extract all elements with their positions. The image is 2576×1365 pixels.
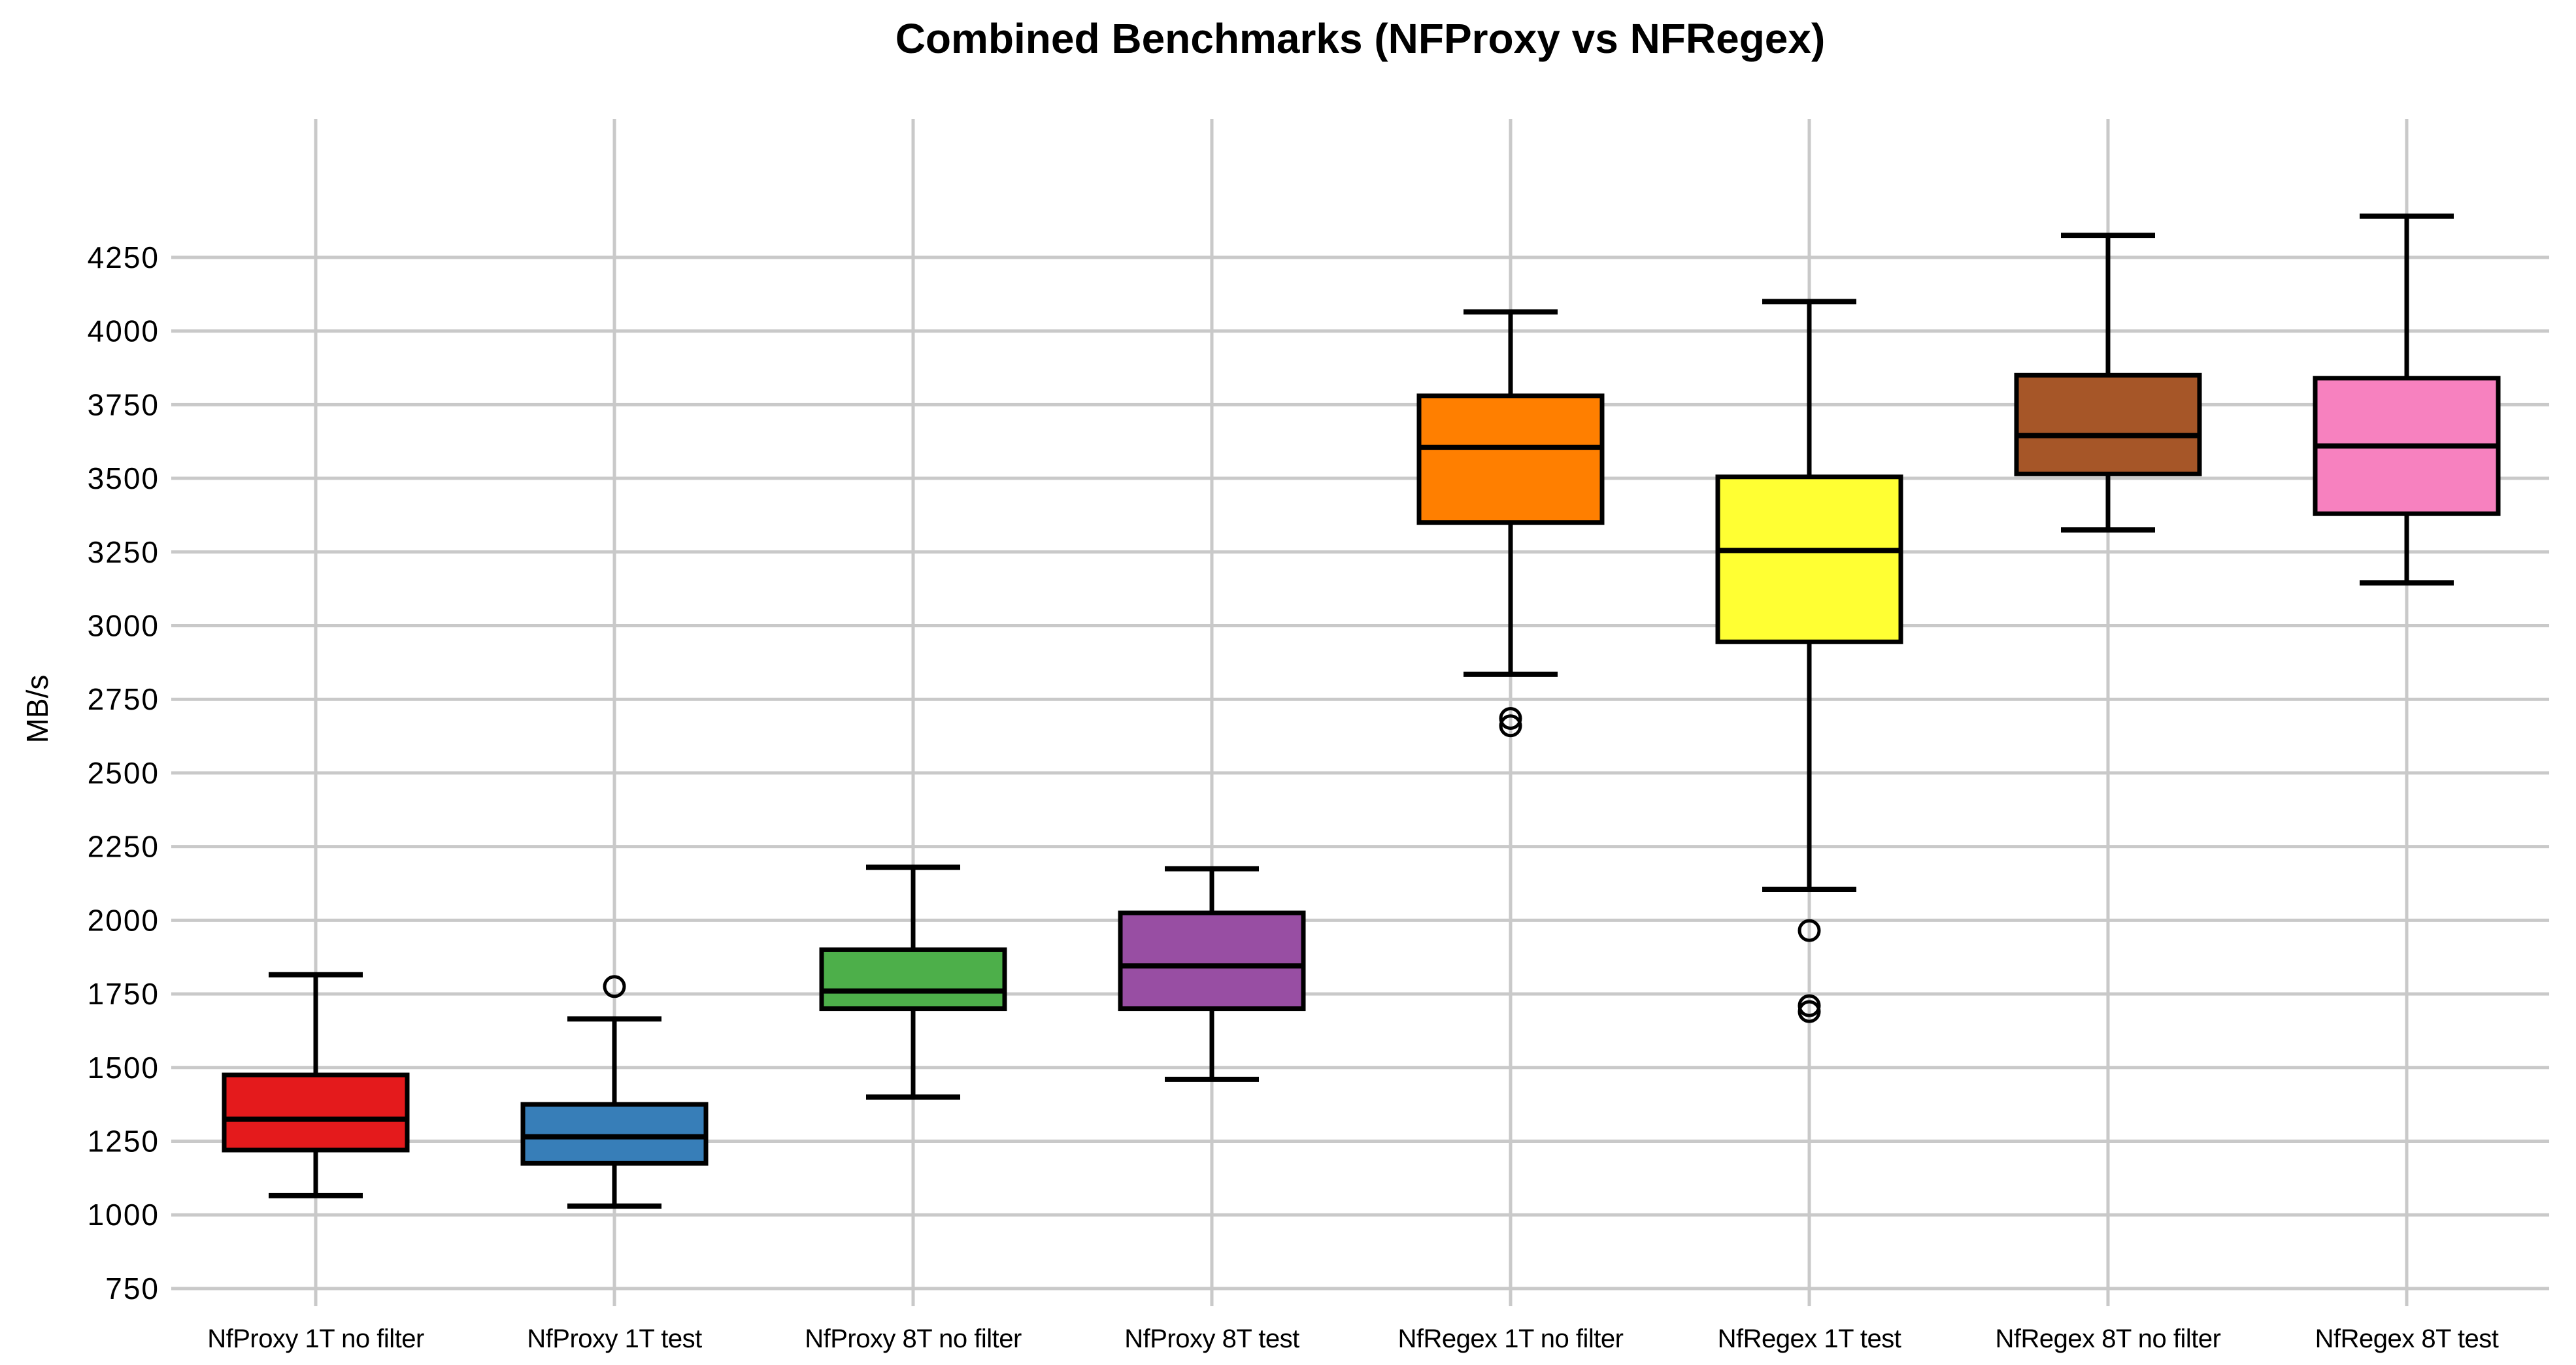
outlier-point [1798, 1000, 1821, 1023]
y-tick-label: 3000 [88, 608, 159, 642]
outlier-point [1499, 714, 1522, 738]
x-category-label: NfProxy 1T test [527, 1324, 702, 1353]
x-category-label: NfRegex 8T no filter [1996, 1324, 2221, 1353]
chart-title: Combined Benchmarks (NFProxy vs NFRegex) [895, 15, 1826, 62]
y-tick-label: 4000 [88, 314, 159, 348]
x-category-label: NfRegex 8T test [2315, 1324, 2499, 1353]
outlier-point [1499, 707, 1522, 731]
y-tick-label: 4250 [88, 240, 159, 274]
y-tick-label: 1000 [88, 1198, 159, 1232]
x-category-label: NfProxy 1T no filter [207, 1324, 424, 1353]
box-rect [2014, 372, 2202, 476]
y-tick-label: 1750 [88, 977, 159, 1011]
box-rect [222, 1072, 410, 1153]
box-rect [1118, 910, 1306, 1011]
y-tick-label: 3750 [88, 387, 159, 421]
y-tick-label: 3500 [88, 461, 159, 495]
x-category-label: NfProxy 8T no filter [805, 1324, 1022, 1353]
outlier-point [603, 975, 626, 998]
box-rect [520, 1102, 709, 1166]
x-category-label: NfRegex 1T test [1718, 1324, 1901, 1353]
outlier-point [1798, 919, 1821, 942]
y-tick-label: 2750 [88, 682, 159, 716]
y-tick-label: 750 [105, 1272, 159, 1306]
x-category-label: NfRegex 1T no filter [1398, 1324, 1624, 1353]
y-tick-label: 3250 [88, 535, 159, 569]
outlier-point [1798, 994, 1821, 1017]
box-rect [819, 947, 1007, 1011]
y-tick-label: 2500 [88, 756, 159, 790]
y-tick-label: 2250 [88, 830, 159, 864]
y-tick-label: 2000 [88, 903, 159, 937]
x-category-label: NfProxy 8T test [1124, 1324, 1299, 1353]
y-tick-label: 1500 [88, 1051, 159, 1085]
y-tick-label: 1250 [88, 1125, 159, 1159]
box-rect [1416, 393, 1605, 525]
box-rect [1715, 474, 1903, 644]
